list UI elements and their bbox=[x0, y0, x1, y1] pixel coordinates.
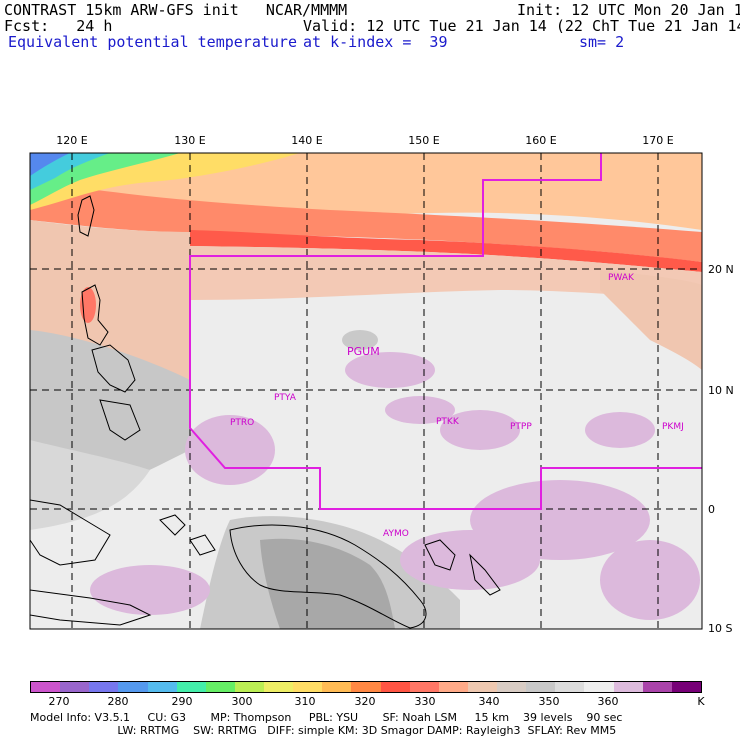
smoothing-info: sm= 2 bbox=[579, 33, 625, 51]
model-title: CONTRAST 15km ARW-GFS init NCAR/MMMM bbox=[4, 1, 348, 19]
color-scale-swatch-2 bbox=[89, 682, 119, 692]
color-scale-swatch-7 bbox=[234, 682, 264, 692]
color-scale-swatch-17 bbox=[526, 682, 556, 692]
lat-label-10n: 10 N bbox=[708, 384, 734, 397]
color-scale-swatch-5 bbox=[176, 682, 206, 692]
station-aymo: AYMO bbox=[383, 529, 409, 539]
color-scale-swatch-22 bbox=[671, 682, 701, 692]
lat-label-0: 0 bbox=[708, 503, 715, 516]
lon-label-160e: 160 E bbox=[525, 134, 557, 147]
station-ptpp: PTPP bbox=[510, 422, 532, 432]
cbar-label-300: 300 bbox=[231, 695, 253, 708]
cbar-label-280: 280 bbox=[107, 695, 129, 708]
map-fill bbox=[30, 153, 702, 629]
station-pwak: PWAK bbox=[608, 273, 634, 283]
cbar-unit: K bbox=[697, 695, 705, 708]
color-scale-swatch-19 bbox=[584, 682, 614, 692]
model-info-line2: LW: RRTMG SW: RRTMG DIFF: simple KM: 3D … bbox=[30, 724, 617, 737]
lon-label-140e: 140 E bbox=[291, 134, 323, 147]
domain-boundary bbox=[189, 153, 702, 510]
coastlines bbox=[30, 195, 501, 629]
lat-label-10s: 10 S bbox=[708, 622, 733, 635]
color-scale-swatch-18 bbox=[555, 682, 585, 692]
init-time: Init: 12 UTC Mon 20 Jan 14 bbox=[517, 1, 740, 19]
cbar-label-330: 330 bbox=[414, 695, 436, 708]
color-scale-swatch-12 bbox=[380, 682, 410, 692]
color-scale-swatch-16 bbox=[497, 682, 527, 692]
color-scale-swatch-1 bbox=[60, 682, 90, 692]
color-scale-swatch-15 bbox=[467, 682, 497, 692]
cbar-label-290: 290 bbox=[171, 695, 193, 708]
cbar-label-340: 340 bbox=[478, 695, 500, 708]
color-scale-swatch-3 bbox=[118, 682, 148, 692]
color-scale-swatch-8 bbox=[264, 682, 294, 692]
station-pgum: PGUM bbox=[347, 345, 380, 358]
color-scale-swatch-13 bbox=[409, 682, 439, 692]
cbar-label-360: 360 bbox=[597, 695, 619, 708]
station-ptkk: PTKK bbox=[436, 417, 459, 427]
color-scale-swatch-14 bbox=[438, 682, 468, 692]
lon-label-120e: 120 E bbox=[56, 134, 88, 147]
color-scale-swatch-4 bbox=[147, 682, 177, 692]
cbar-label-320: 320 bbox=[354, 695, 376, 708]
lat-label-20n: 20 N bbox=[708, 263, 734, 276]
color-scale-bar bbox=[30, 681, 702, 693]
station-ptya: PTYA bbox=[274, 393, 296, 403]
lon-label-150e: 150 E bbox=[408, 134, 440, 147]
color-scale-swatch-6 bbox=[205, 682, 235, 692]
cbar-label-310: 310 bbox=[294, 695, 316, 708]
field-name: Equivalent potential temperature bbox=[8, 33, 297, 51]
station-ptro: PTRO bbox=[230, 418, 255, 428]
map-frame bbox=[29, 152, 703, 630]
cbar-label-270: 270 bbox=[48, 695, 70, 708]
color-scale-swatch-11 bbox=[351, 682, 381, 692]
color-scale-swatch-20 bbox=[613, 682, 643, 692]
station-pkmj: PKMJ bbox=[662, 422, 684, 432]
color-scale-swatch-21 bbox=[642, 682, 672, 692]
level-info: at k-index = 39 bbox=[303, 33, 448, 51]
cbar-label-350: 350 bbox=[538, 695, 560, 708]
lon-label-130e: 130 E bbox=[174, 134, 206, 147]
model-info-line1: Model Info: V3.5.1 CU: G3 MP: Thompson P… bbox=[30, 711, 623, 724]
valid-time: Valid: 12 UTC Tue 21 Jan 14 (22 ChT Tue … bbox=[303, 17, 740, 35]
color-scale-swatch-10 bbox=[322, 682, 352, 692]
color-scale-swatch-9 bbox=[293, 682, 323, 692]
forecast-hour: Fcst: 24 h bbox=[4, 17, 113, 35]
color-scale-swatch-0 bbox=[31, 682, 61, 692]
lon-label-170e: 170 E bbox=[642, 134, 674, 147]
